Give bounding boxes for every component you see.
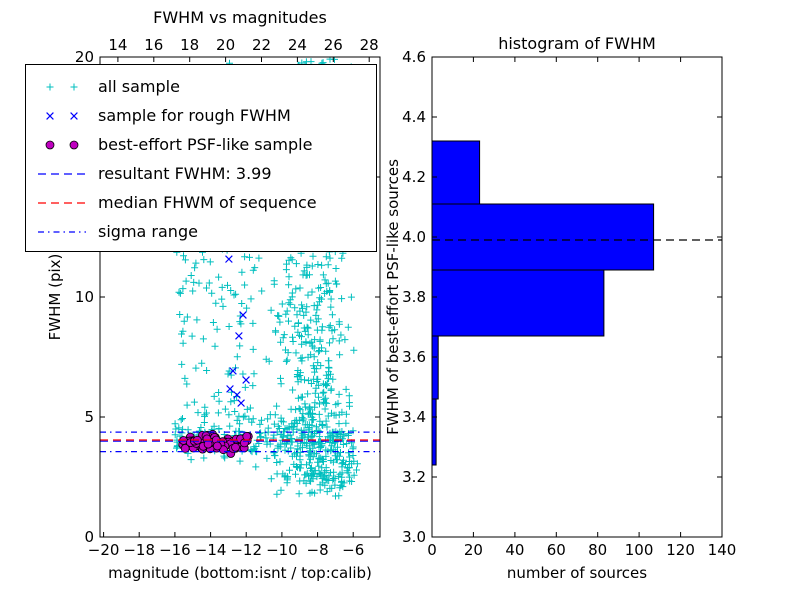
histogram-xlabel: number of sources	[506, 564, 648, 582]
psf-sample-point	[231, 442, 240, 452]
hist-bar	[431, 398, 437, 466]
scatter-top-tick-label: 26	[324, 36, 343, 54]
hist-x-tick-label: 60	[547, 541, 566, 559]
scatter-x-tick-label: −8	[307, 541, 329, 559]
scatter-ticks	[100, 56, 380, 538]
scatter-x-tick-label: −16	[159, 541, 191, 559]
legend-item: sample for rough FWHM	[36, 101, 366, 130]
hist-bar	[431, 335, 439, 400]
hist-x-tick-label: 140	[708, 541, 737, 559]
legend-item: best-effort PSF-like sample	[36, 130, 366, 159]
legend-item-label: sigma range	[98, 222, 198, 241]
legend-item-label: median FHWM of sequence	[98, 193, 317, 212]
histogram-ylabel: FWHM of best-effort PSF-like sources	[384, 159, 402, 435]
scatter-top-tick-label: 28	[360, 36, 379, 54]
scatter-x-tick-label: −10	[266, 541, 298, 559]
legend-swatch-circle	[45, 140, 79, 149]
scatter-x-tick-label: −20	[88, 541, 120, 559]
plus-marker-icon	[70, 83, 78, 90]
scatter-plot-area	[100, 57, 380, 500]
legend-item: median FHWM of sequence	[36, 188, 366, 217]
histogram-ticks	[431, 56, 723, 538]
hist-x-tick-label: 100	[625, 541, 654, 559]
scatter-top-tick-label: 24	[288, 36, 307, 54]
scatter-y-tick-label: 5	[84, 408, 94, 426]
rough-fwhm-points	[225, 255, 250, 407]
legend-item: sigma range	[36, 217, 366, 246]
legend-swatch-dashdot	[38, 230, 86, 233]
scatter-x-tick-label: −18	[123, 541, 155, 559]
legend-item-label: sample for rough FWHM	[98, 106, 291, 125]
hist-y-tick-label: 4.6	[402, 48, 426, 66]
psf-sample-point	[242, 431, 252, 441]
scatter-x-tick-label: −12	[230, 541, 262, 559]
hist-bar	[431, 140, 481, 205]
hist-y-tick-label: 3.8	[402, 288, 426, 306]
circle-marker-icon	[69, 140, 79, 149]
hist-x-tick-label: 40	[505, 541, 524, 559]
legend: all sample sample for rough FWHM best-effo…	[25, 64, 377, 252]
legend-swatch-x	[46, 111, 78, 120]
legend-item-label: best-effort PSF-like sample	[98, 135, 313, 154]
scatter-xlabel: magnitude (bottom:isnt / top:calib)	[108, 564, 372, 582]
legend-swatch-plus	[46, 83, 78, 90]
scatter-x-tick-label: −14	[195, 541, 227, 559]
scatter-y-tick-label: 10	[75, 288, 94, 306]
scatter-top-tick-label: 14	[108, 36, 127, 54]
hist-y-tick-label: 4.4	[402, 108, 426, 126]
legend-item-label: resultant FWHM: 3.99	[98, 164, 272, 183]
hist-y-tick-label: 3.4	[402, 408, 426, 426]
histogram-title: histogram of FWHM	[498, 34, 656, 53]
circle-marker-icon	[45, 140, 55, 149]
psf-sample-point	[180, 443, 190, 453]
scatter-top-tick-label: 20	[216, 36, 235, 54]
scatter-y-tick-label: 0	[84, 528, 94, 546]
hist-x-tick-label: 20	[464, 541, 483, 559]
hist-y-tick-label: 3.2	[402, 468, 426, 486]
scatter-x-tick-label: −6	[342, 541, 364, 559]
hist-x-tick-label: 80	[588, 541, 607, 559]
legend-swatch-dashed	[38, 201, 86, 204]
legend-item: all sample	[36, 72, 366, 101]
scatter-ylabel: FWHM (pix)	[46, 253, 64, 341]
hist-y-tick-label: 4.0	[402, 228, 426, 246]
scatter-top-tick-label: 18	[180, 36, 199, 54]
hist-y-tick-label: 3.6	[402, 348, 426, 366]
scatter-top-tick-label: 22	[252, 36, 271, 54]
plus-marker-icon	[46, 83, 54, 90]
legend-item-label: all sample	[98, 77, 180, 96]
x-marker-icon	[46, 111, 54, 120]
legend-item: resultant FWHM: 3.99	[36, 159, 366, 188]
histogram-plot-area	[431, 140, 722, 466]
hist-x-tick-label: 0	[427, 541, 437, 559]
scatter-title: FWHM vs magnitudes	[153, 8, 327, 27]
hist-bar	[431, 269, 605, 337]
psf-sample-point	[212, 441, 222, 451]
hist-y-tick-label: 4.2	[402, 168, 426, 186]
hist-bar	[431, 203, 655, 271]
scatter-top-tick-label: 16	[144, 36, 163, 54]
hist-y-tick-label: 3.0	[402, 528, 426, 546]
hist-x-tick-label: 120	[666, 541, 695, 559]
x-marker-icon	[70, 111, 78, 120]
legend-swatch-dashed	[38, 172, 86, 175]
scatter-y-tick-label: 20	[75, 48, 94, 66]
